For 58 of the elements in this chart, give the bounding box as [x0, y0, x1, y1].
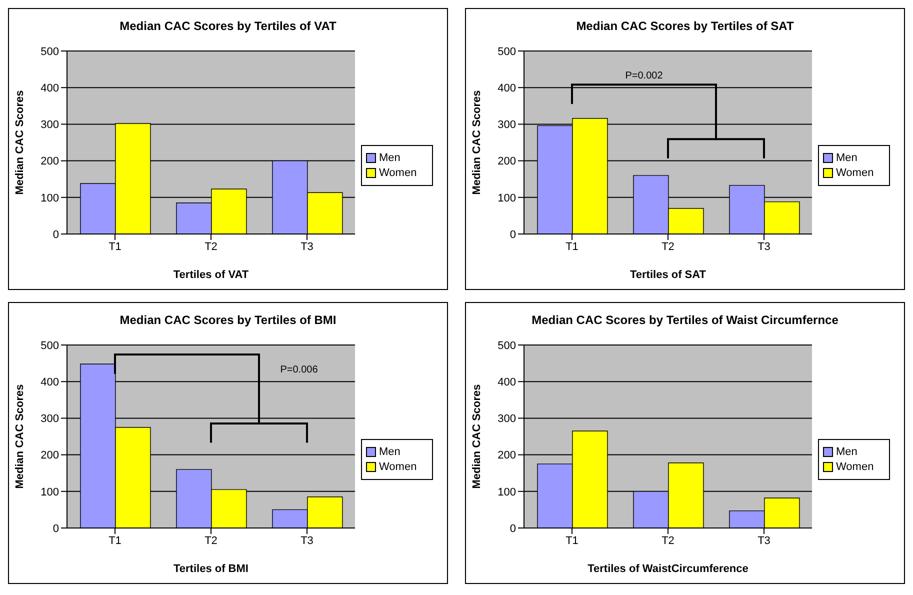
x-tick-label: T3 [300, 534, 314, 547]
y-tick-label: 0 [52, 522, 59, 535]
x-tick-label: T3 [300, 240, 314, 253]
y-tick-label: 300 [498, 119, 516, 132]
y-tick-label: 200 [498, 156, 516, 168]
x-tick-label: T1 [108, 534, 122, 547]
y-axis-title: Median CAC Scores [14, 90, 26, 195]
legend-label: Men [836, 152, 858, 164]
y-tick-label: 500 [498, 46, 516, 58]
legend-label: Women [836, 167, 874, 179]
chart-title: Median CAC Scores by Tertiles of Waist Circumfernce [530, 313, 840, 329]
y-tick-label: 100 [40, 192, 59, 204]
y-tick-label: 200 [40, 450, 59, 462]
y-tick-label: 100 [498, 486, 516, 498]
x-tick-label: T2 [662, 240, 674, 253]
y-tick-label: 0 [510, 228, 516, 241]
y-tick-label: 200 [498, 450, 516, 462]
y-tick-label: 500 [498, 340, 516, 352]
y-tick-label: 0 [52, 228, 59, 241]
y-tick-label: 300 [40, 413, 59, 426]
x-tick-label: T2 [204, 534, 218, 547]
y-tick-label: 300 [40, 119, 59, 132]
annotation: P=0.006 [280, 364, 318, 376]
x-axis-title: Tertiles of SAT [630, 269, 706, 281]
y-tick-label: 200 [40, 156, 59, 168]
y-axis-title: Median CAC Scores [14, 384, 26, 489]
legend-label: Men [836, 446, 858, 458]
chart-title: Median CAC Scores by Tertiles of SAT [575, 19, 795, 35]
x-tick-label: T3 [758, 240, 770, 253]
y-tick-label: 100 [498, 192, 516, 204]
y-tick-label: 500 [40, 340, 59, 352]
annotation: P=0.002 [625, 70, 664, 82]
legend-label: Women [379, 167, 417, 179]
legend-label: Men [379, 446, 400, 458]
y-tick-label: 300 [498, 413, 516, 426]
x-axis-title: Tertiles of BMI [174, 563, 248, 575]
x-tick-label: T1 [566, 534, 578, 547]
y-axis-title: Median CAC Scores [470, 384, 483, 489]
y-tick-label: 100 [40, 486, 59, 498]
x-tick-label: T2 [662, 534, 674, 547]
y-tick-label: 500 [40, 46, 59, 58]
y-tick-label: 400 [40, 82, 59, 95]
y-tick-label: 0 [510, 522, 516, 535]
x-tick-label: T2 [204, 240, 218, 253]
x-tick-label: T3 [758, 534, 770, 547]
legend-label: Men [379, 152, 400, 164]
x-axis-title: Tertiles of WaistCircumference [588, 563, 748, 575]
x-axis-title: Tertiles of VAT [173, 269, 249, 281]
chart-title: Median CAC Scores by Tertiles of BMI [118, 313, 338, 329]
y-tick-label: 400 [40, 376, 59, 389]
legend-label: Women [379, 461, 417, 473]
x-tick-label: T1 [566, 240, 578, 253]
y-axis-title: Median CAC Scores [470, 90, 483, 195]
y-tick-label: 400 [498, 376, 516, 389]
chart-title: Median CAC Scores by Tertiles of VAT [118, 19, 338, 35]
x-tick-label: T1 [108, 240, 122, 253]
y-tick-label: 400 [498, 82, 516, 95]
legend-label: Women [836, 461, 874, 473]
